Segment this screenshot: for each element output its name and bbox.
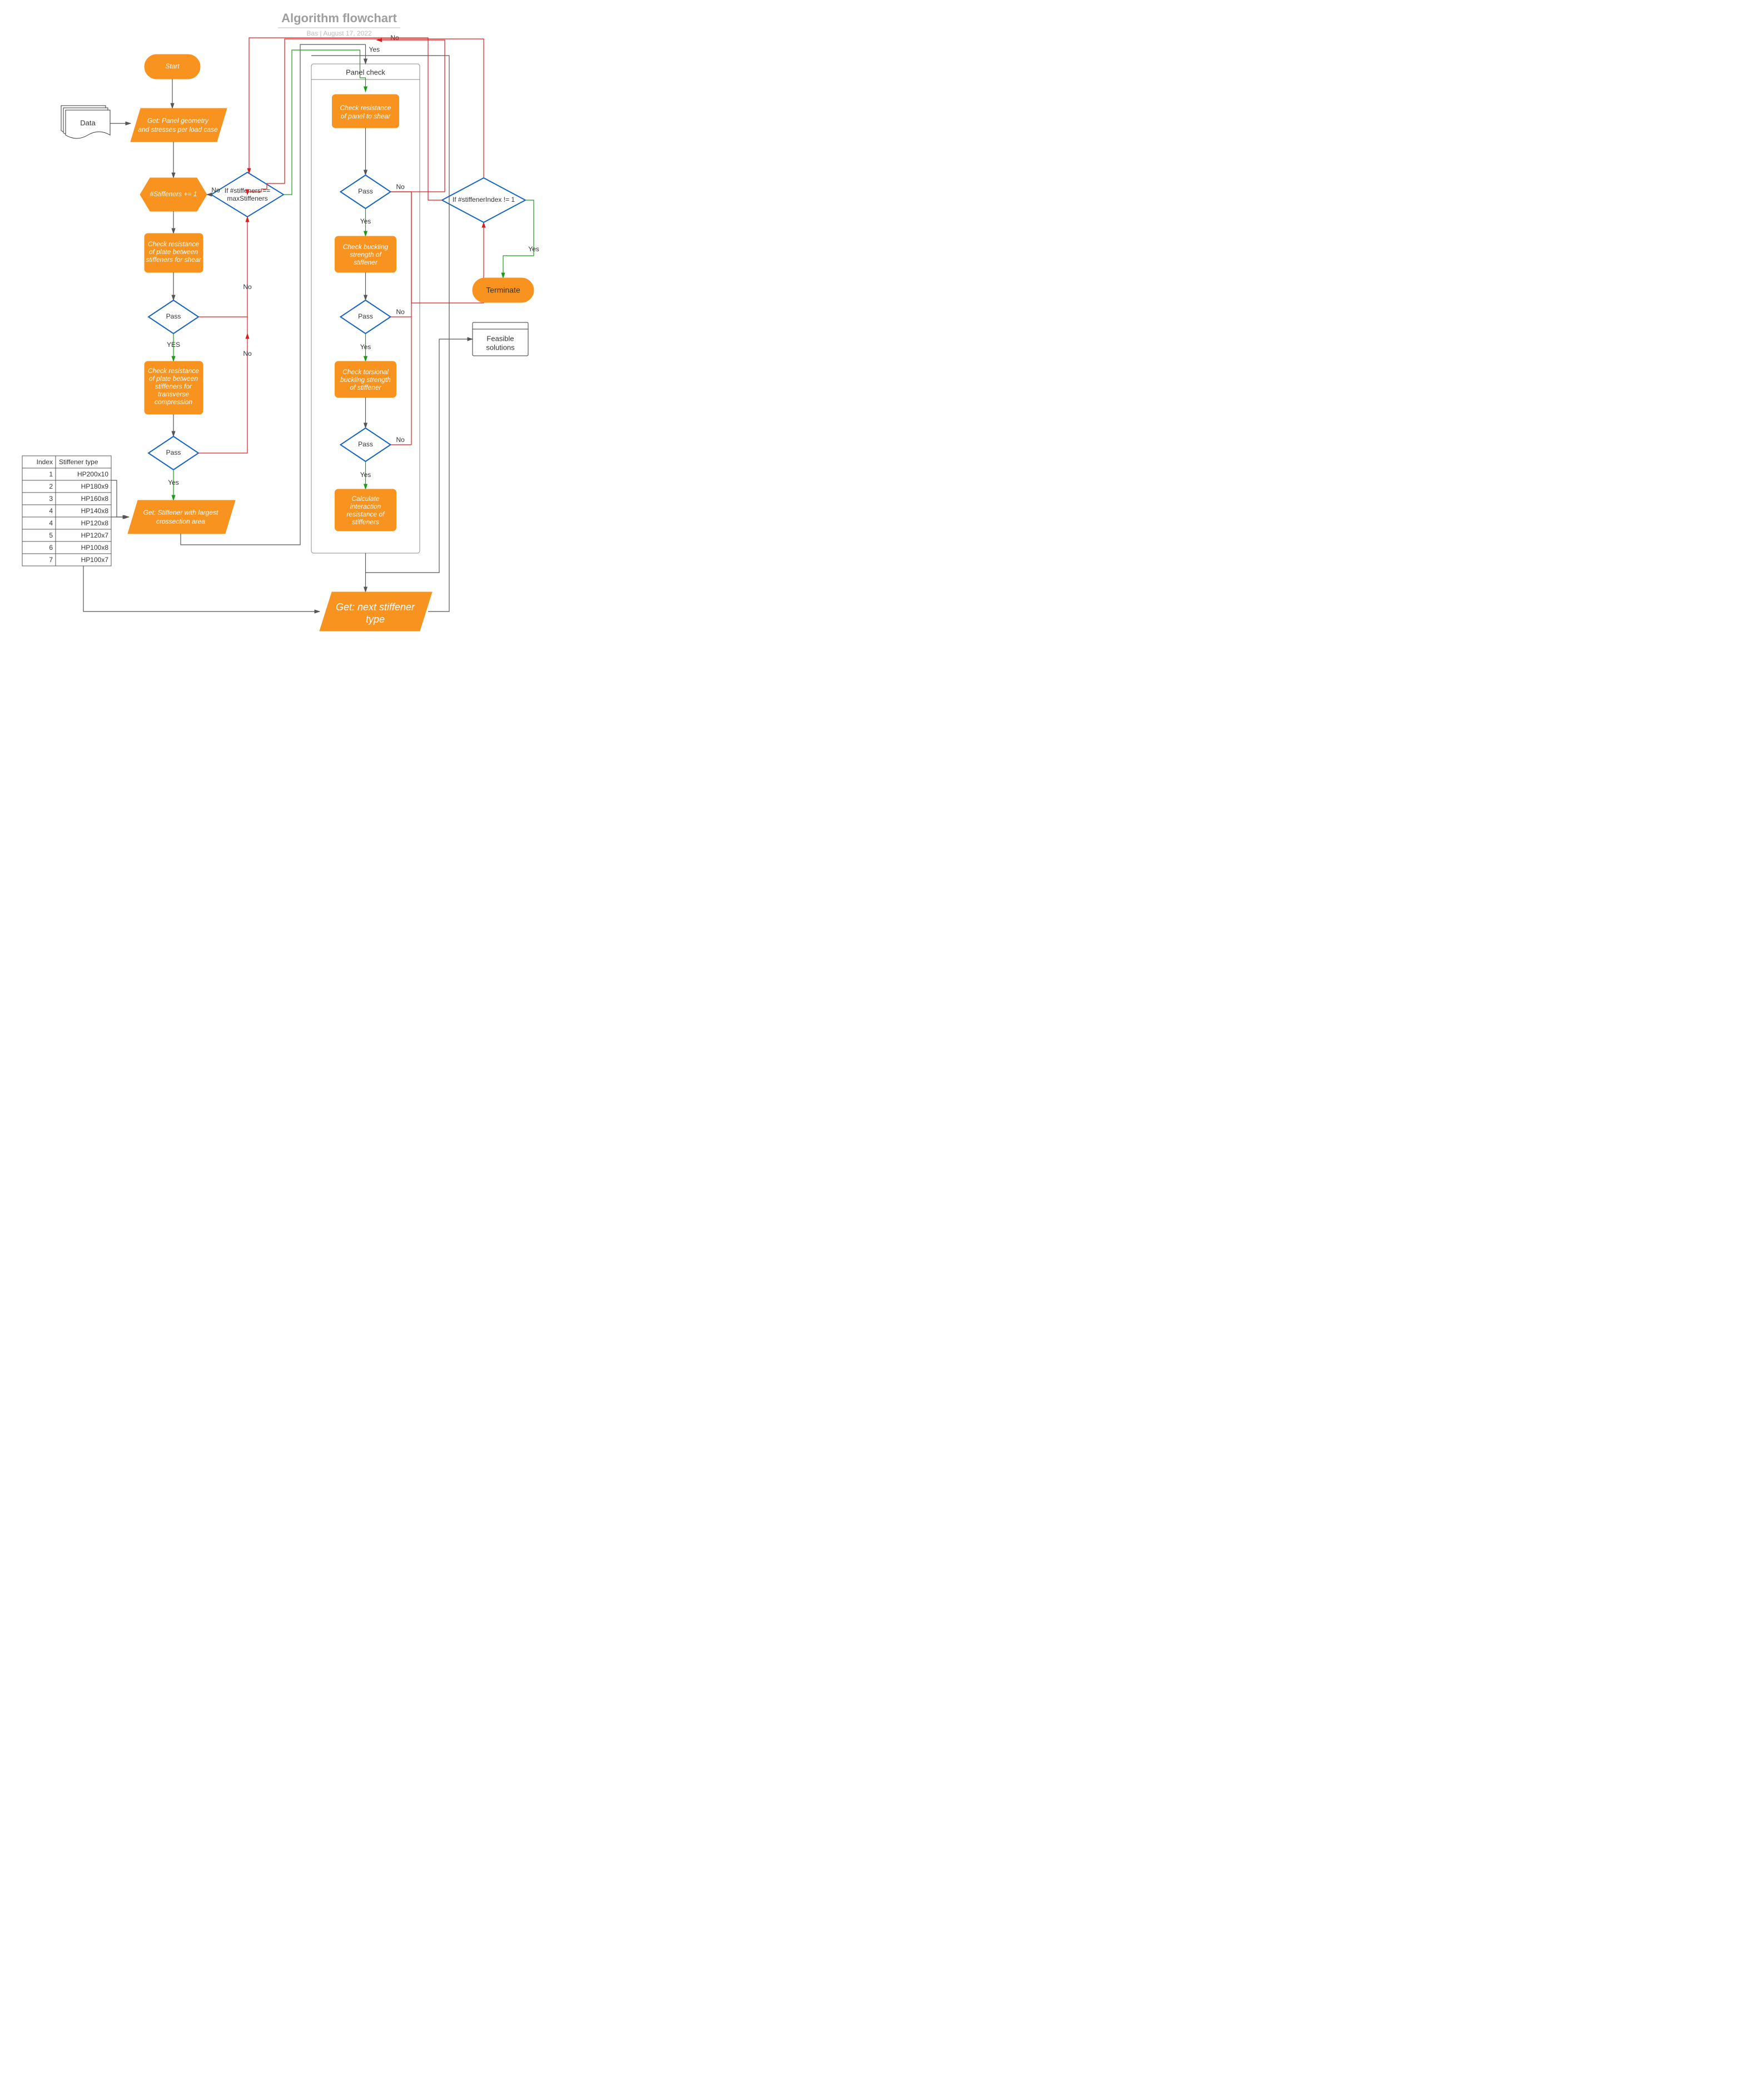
svg-text:Panel check: Panel check <box>346 68 385 76</box>
svg-text:stiffeners for shear: stiffeners for shear <box>146 256 201 264</box>
svg-text:Yes: Yes <box>360 471 371 479</box>
svg-text:Check resistance: Check resistance <box>148 367 199 375</box>
table-row: 3 <box>49 495 53 503</box>
svg-text:No: No <box>243 350 252 357</box>
svg-text:#Stiffeners += 1: #Stiffeners += 1 <box>150 190 197 198</box>
svg-text:buckling strength: buckling strength <box>340 376 391 384</box>
table-row: 4 <box>49 507 53 515</box>
svg-text:Feasible: Feasible <box>486 334 514 342</box>
svg-text:of stiffener: of stiffener <box>350 384 381 391</box>
table-row: HP100x7 <box>81 556 109 564</box>
table-row: 6 <box>49 544 53 551</box>
table-row: 2 <box>49 483 53 490</box>
svg-text:No: No <box>396 183 405 191</box>
node-get-panel <box>131 108 227 142</box>
svg-text:stiffeners for: stiffeners for <box>155 382 192 390</box>
svg-text:No: No <box>396 308 405 316</box>
svg-text:of plate between: of plate between <box>149 375 198 382</box>
svg-text:Pass: Pass <box>358 312 373 320</box>
svg-text:Check resistance: Check resistance <box>148 240 199 248</box>
svg-text:and stresses per load case: and stresses per load case <box>138 126 218 133</box>
table-row: HP120x7 <box>81 531 109 539</box>
svg-text:Start: Start <box>165 62 180 70</box>
svg-text:Get: Panel geometry: Get: Panel geometry <box>147 117 209 125</box>
page-title: Algorithm flowchart <box>281 11 397 25</box>
svg-text:Pass: Pass <box>166 312 181 320</box>
svg-text:Get: next stiffener: Get: next stiffener <box>336 601 415 613</box>
svg-text:Pass: Pass <box>166 449 181 456</box>
node-get-largest <box>128 500 235 534</box>
svg-text:maxStiffeners: maxStiffeners <box>227 195 267 202</box>
table-row: HP160x8 <box>81 495 109 503</box>
svg-text:crossection area: crossection area <box>156 518 205 525</box>
table-row: HP120x8 <box>81 519 109 527</box>
svg-text:Get: Stiffener with largest: Get: Stiffener with largest <box>143 509 218 516</box>
table-row: 4 <box>49 519 53 527</box>
svg-text:No: No <box>243 283 252 291</box>
svg-text:type: type <box>366 614 385 625</box>
svg-text:stiffener: stiffener <box>354 258 378 266</box>
svg-text:Yes: Yes <box>360 217 371 225</box>
svg-text:compression: compression <box>155 398 192 406</box>
svg-text:Yes: Yes <box>369 46 380 53</box>
svg-text:of plate between: of plate between <box>149 248 198 256</box>
svg-text:interaction: interaction <box>350 503 381 510</box>
table-header-type: Stiffener type <box>59 458 98 466</box>
svg-text:Check buckling: Check buckling <box>343 243 389 251</box>
svg-text:Yes: Yes <box>528 245 539 253</box>
svg-text:Pass: Pass <box>358 440 373 448</box>
svg-text:transverse: transverse <box>158 390 189 398</box>
table-row: 7 <box>49 556 53 564</box>
table-header-index: Index <box>37 458 53 466</box>
svg-text:Pass: Pass <box>358 187 373 195</box>
table-row: 1 <box>49 470 53 478</box>
table-row: HP100x8 <box>81 544 109 551</box>
svg-text:Yes: Yes <box>360 343 371 351</box>
table-row: 5 <box>49 531 53 539</box>
table-row: HP200x10 <box>77 470 108 478</box>
svg-text:Check torsional: Check torsional <box>342 368 389 376</box>
svg-text:Check resistance: Check resistance <box>340 104 391 112</box>
svg-text:Calculate: Calculate <box>351 495 379 503</box>
svg-text:resistance of: resistance of <box>346 510 385 518</box>
data-doc: Data <box>80 118 96 127</box>
svg-text:of panel to shear: of panel to shear <box>341 112 391 120</box>
svg-text:YES: YES <box>167 341 180 349</box>
svg-text:strength of: strength of <box>350 251 382 258</box>
svg-text:Yes: Yes <box>168 479 179 486</box>
svg-text:Terminate: Terminate <box>486 286 520 295</box>
svg-text:solutions: solutions <box>486 343 515 351</box>
svg-text:No: No <box>211 186 220 194</box>
table-row: HP180x9 <box>81 483 109 490</box>
svg-text:No: No <box>396 436 405 444</box>
svg-text:stiffeners: stiffeners <box>352 518 379 526</box>
table-row: HP140x8 <box>81 507 109 515</box>
svg-text:If #stiffenerIndex != 1: If #stiffenerIndex != 1 <box>453 196 515 203</box>
page-subtitle: Bas | August 17, 2022 <box>306 29 372 37</box>
